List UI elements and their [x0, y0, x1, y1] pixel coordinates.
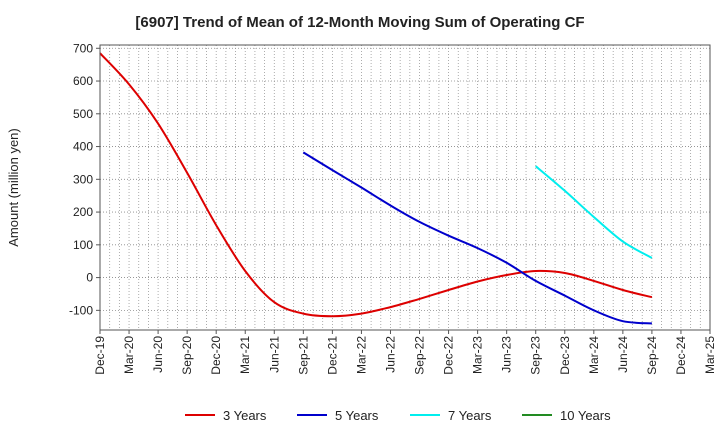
x-tick-label: Sep-21	[296, 336, 310, 375]
series-line-7-years	[535, 165, 653, 259]
y-tick-label: 500	[73, 107, 93, 121]
legend: 3 Years 5 Years 7 Years 10 Years	[185, 408, 611, 423]
x-tick-label: Sep-20	[180, 336, 194, 375]
x-tick-label: Mar-20	[122, 336, 136, 374]
legend-label-7-years: 7 Years	[448, 408, 492, 423]
x-tick-label: Mar-23	[471, 336, 485, 374]
series-line-5-years	[302, 151, 652, 325]
x-tick-label: Sep-24	[645, 336, 659, 375]
y-tick-label: 400	[73, 140, 93, 154]
x-tick-label: Mar-22	[354, 336, 368, 374]
x-tick-label: Dec-23	[558, 336, 572, 375]
y-tick-label: 300	[73, 172, 93, 186]
x-tick-label: Mar-24	[587, 336, 601, 374]
y-tick-label: 0	[86, 271, 93, 285]
x-tick-label: Jun-21	[267, 336, 281, 373]
series-line-3-years	[99, 52, 653, 318]
x-tick-label: Sep-22	[413, 336, 427, 375]
y-axis-ticks: 700 600 500 400 300 200 100 0 -100	[69, 41, 100, 317]
plot-frame	[99, 44, 711, 331]
y-tick-label: 100	[73, 238, 93, 252]
x-tick-label: Jun-20	[151, 336, 165, 373]
x-tick-label: Mar-25	[703, 336, 717, 374]
x-tick-label: Jun-24	[616, 336, 630, 373]
y-tick-label: 600	[73, 74, 93, 88]
y-tick-label: 700	[73, 41, 93, 55]
x-tick-label: Dec-24	[674, 336, 688, 375]
x-tick-label: Dec-22	[442, 336, 456, 375]
grid	[100, 45, 710, 330]
legend-label-3-years: 3 Years	[223, 408, 267, 423]
x-axis-ticks: Dec-19 Mar-20 Jun-20 Sep-20 Dec-20 Mar-21 Jun-…	[93, 330, 717, 375]
series-lines	[99, 52, 653, 325]
y-tick-label: 200	[73, 205, 93, 219]
x-tick-label: Dec-20	[209, 336, 223, 375]
x-tick-label: Sep-23	[529, 336, 543, 375]
legend-label-10-years: 10 Years	[560, 408, 611, 423]
legend-label-5-years: 5 Years	[335, 408, 379, 423]
x-tick-label: Dec-19	[93, 336, 107, 375]
x-tick-label: Jun-22	[383, 336, 397, 373]
x-tick-label: Jun-23	[500, 336, 514, 373]
x-tick-label: Mar-21	[238, 336, 252, 374]
x-tick-label: Dec-21	[325, 336, 339, 375]
y-axis-label: Amount (million yen)	[6, 128, 21, 247]
y-tick-label: -100	[69, 303, 93, 317]
chart-title: [6907] Trend of Mean of 12-Month Moving …	[135, 14, 584, 31]
